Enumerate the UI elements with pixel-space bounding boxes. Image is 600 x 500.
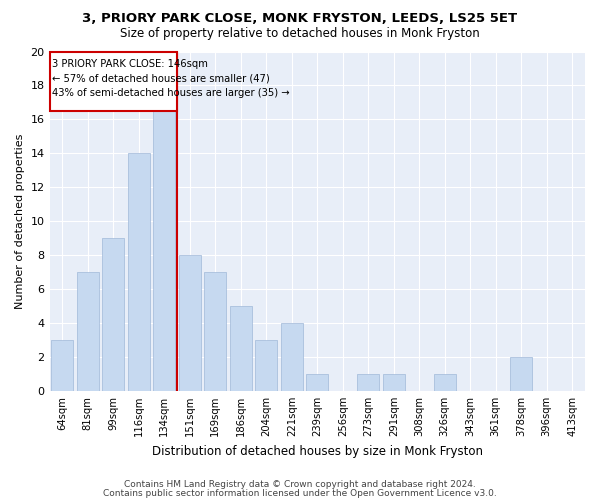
Bar (154, 102, 175, 391)
Bar (434, 374, 455, 391)
Text: 3 PRIORY PARK CLOSE: 146sqm: 3 PRIORY PARK CLOSE: 146sqm (52, 59, 208, 69)
Bar (307, 374, 328, 391)
Text: 43% of semi-detached houses are larger (35) →: 43% of semi-detached houses are larger (… (52, 88, 290, 98)
Text: ← 57% of detached houses are smaller (47): ← 57% of detached houses are smaller (47… (52, 74, 270, 84)
Bar (358, 374, 379, 391)
Bar (77, 272, 98, 391)
Bar (281, 323, 302, 391)
Bar (52, 340, 73, 391)
Bar (256, 340, 277, 391)
X-axis label: Distribution of detached houses by size in Monk Fryston: Distribution of detached houses by size … (152, 444, 483, 458)
Bar (103, 238, 124, 391)
Text: Contains HM Land Registry data © Crown copyright and database right 2024.: Contains HM Land Registry data © Crown c… (124, 480, 476, 489)
Bar (205, 272, 226, 391)
FancyBboxPatch shape (50, 52, 177, 111)
Text: Size of property relative to detached houses in Monk Fryston: Size of property relative to detached ho… (120, 28, 480, 40)
Bar (128, 154, 149, 391)
Text: 3, PRIORY PARK CLOSE, MONK FRYSTON, LEEDS, LS25 5ET: 3, PRIORY PARK CLOSE, MONK FRYSTON, LEED… (82, 12, 518, 26)
Bar (179, 255, 200, 391)
Text: Contains public sector information licensed under the Open Government Licence v3: Contains public sector information licen… (103, 488, 497, 498)
Y-axis label: Number of detached properties: Number of detached properties (15, 134, 25, 309)
Bar (511, 357, 532, 391)
Bar (230, 306, 251, 391)
Bar (383, 374, 404, 391)
